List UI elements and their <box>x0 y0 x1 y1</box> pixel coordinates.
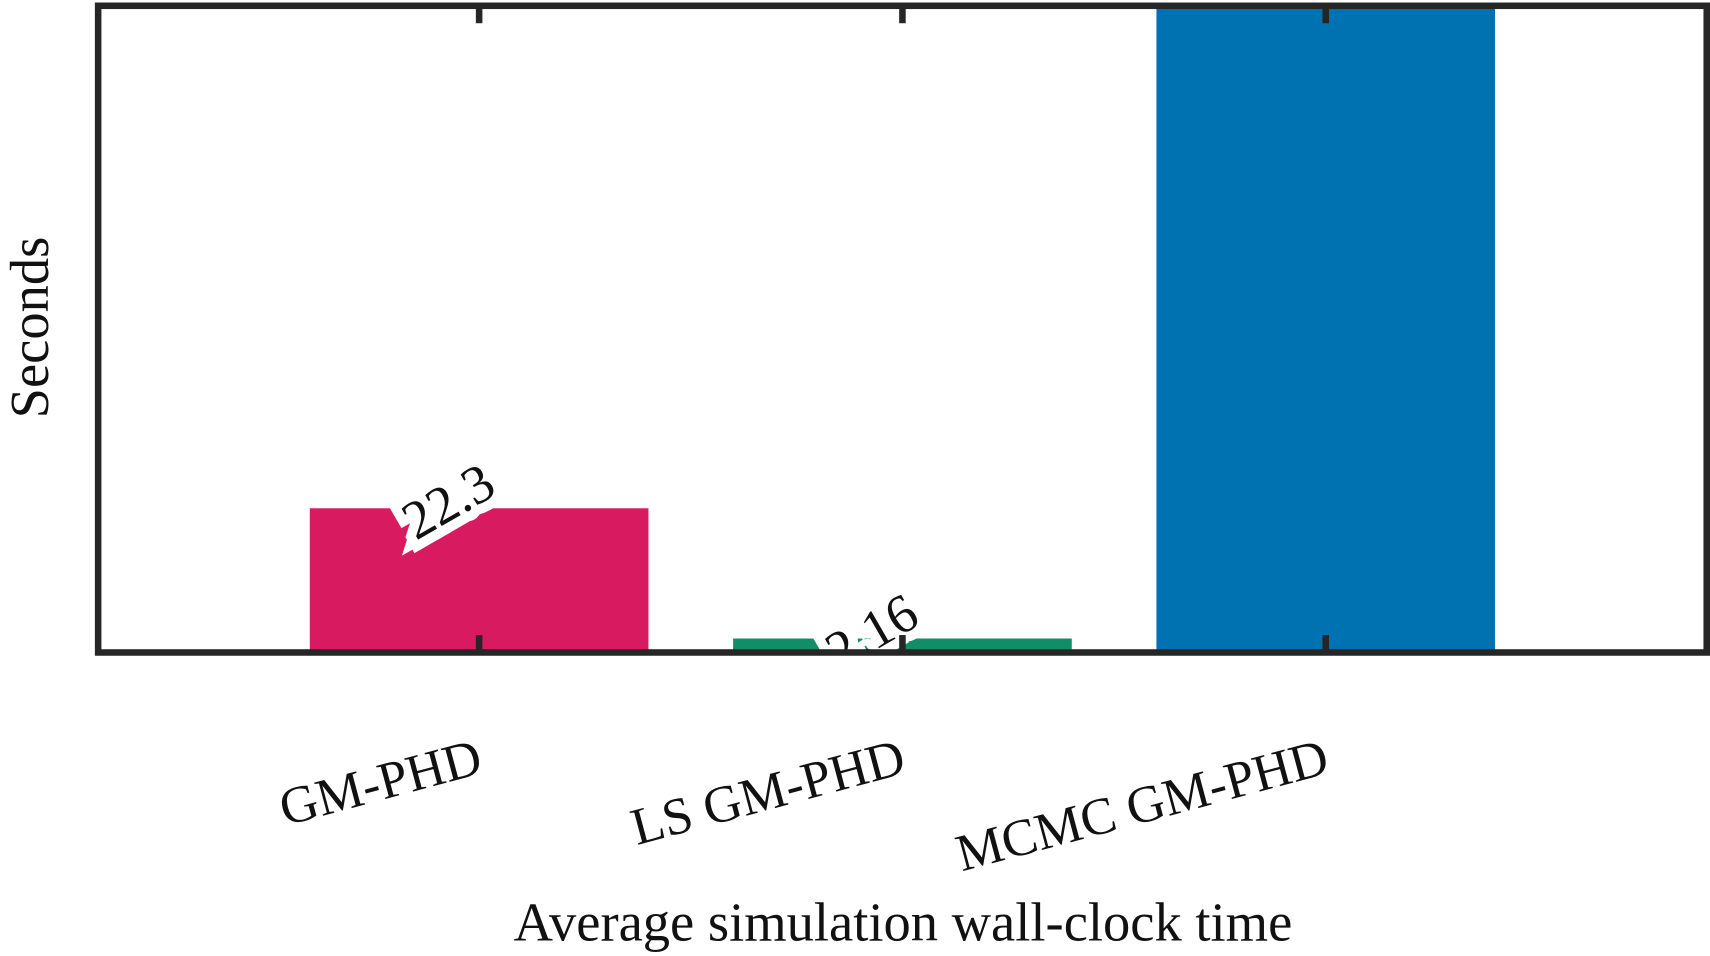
x-axis-label: Average simulation wall-clock time <box>514 891 1293 952</box>
x-tick-label: GM-PHD <box>273 728 487 837</box>
y-axis-label: Seconds <box>0 237 60 419</box>
x-tick-label: MCMC GM-PHD <box>950 728 1334 883</box>
x-tick-label: LS GM-PHD <box>625 728 911 857</box>
bar <box>1156 5 1496 653</box>
bar <box>309 508 649 653</box>
value-label: 2.16 <box>815 581 928 682</box>
plot-area: 22.32.16120 <box>309 5 1496 682</box>
